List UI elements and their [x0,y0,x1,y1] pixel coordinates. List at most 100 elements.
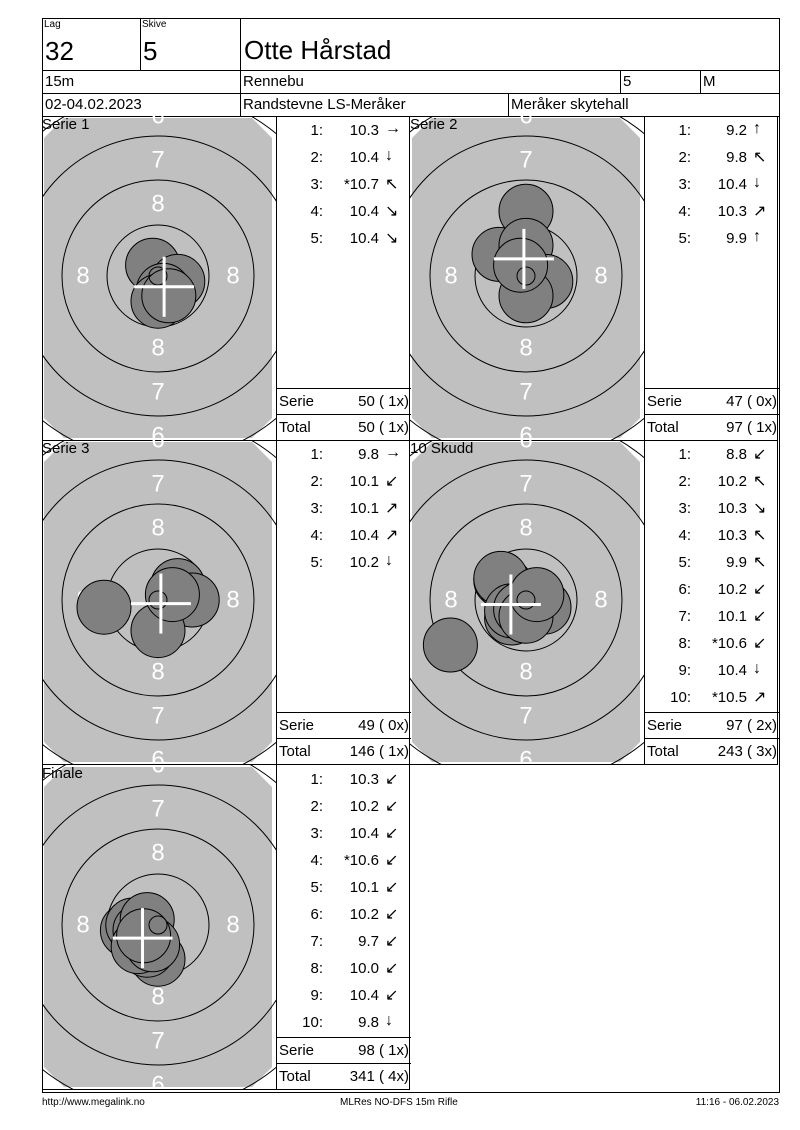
shooter-cell: Otte Hårstad [240,18,780,71]
event-cell: Randstevne LS-Meråker [240,93,509,117]
shot-row: 5: 10.4 ↘ [277,226,411,253]
down-left-arrow-icon: ↙ [753,635,767,652]
shot-row: 5: 9.9 ↑ [645,226,779,253]
shot-number: 5: [678,230,691,247]
shot-number: 8: [310,960,323,977]
down-arrow-icon: ↓ [385,1012,393,1029]
shot-score: 10.2 [717,581,747,598]
shot-score: 10.3 [349,122,379,139]
ring-label: 6 [519,423,532,441]
shot-score: 10.3 [717,527,747,544]
shot-number: 5: [310,554,323,571]
serie-label: Serie [279,393,315,410]
venue-cell: Meråker skytehall [508,93,780,117]
shot-number: 4: [310,852,323,869]
shot-row: 2: 10.1 ↙ [277,469,411,496]
target-ring [42,135,276,417]
shot-number: 3: [678,176,691,193]
ring-label: 6 [151,1072,164,1090]
total-label: Total [279,419,311,436]
shot-row: 6: 10.2 ↙ [277,902,411,929]
ring-label: 7 [151,471,164,498]
up-left-arrow-icon: ↖ [753,527,767,544]
lag-value: 32 [45,36,74,66]
shot-hole [493,237,549,293]
ring-label: 8 [151,515,164,542]
ring-label: 6 [151,747,164,765]
shot-score: 9.9 [726,230,747,247]
shot-number: 3: [678,500,691,517]
panel-title: Serie 2 [410,116,458,133]
ring-label: 8 [151,840,164,867]
inner-ten-ring [516,266,536,286]
down-right-arrow-icon: ↘ [385,203,399,220]
up-arrow-icon: ↑ [753,120,761,137]
shot-score: 10.2 [717,473,747,490]
shot-row: 10: 9.8 ↓ [277,1010,411,1037]
panel-divider [42,440,410,441]
up-arrow-icon: ↑ [753,228,761,245]
shot-number: 3: [310,176,323,193]
shot-number: 1: [310,771,323,788]
shot-row: 8: 10.0 ↙ [277,956,411,983]
down-arrow-icon: ↓ [385,552,393,569]
shot-score: 10.4 [349,149,379,166]
footer-url[interactable]: http://www.megalink.no [42,1097,145,1108]
panel-divider [410,764,778,765]
shot-number: 4: [678,203,691,220]
shot-row: 4: 10.4 ↘ [277,199,411,226]
shot-number: 10: [302,1014,323,1031]
down-left-arrow-icon: ↙ [753,581,767,598]
skive-value: 5 [143,36,158,66]
up-left-arrow-icon: ↖ [753,149,767,166]
date: 02-04.02.2023 [45,96,142,113]
panel-title: Serie 1 [42,116,90,133]
shot-number: 5: [310,879,323,896]
shot-row: 1: 9.8 → [277,442,411,469]
shot-number: 10: [670,689,691,706]
total-value: 341 ( 4x) [349,1068,409,1085]
ring-label: 8 [151,984,164,1011]
shot-score: 10.4 [717,662,747,679]
target-ring [429,179,623,373]
up-left-arrow-icon: ↖ [753,554,767,571]
down-left-arrow-icon: ↙ [385,933,399,950]
shot-hole [76,579,132,635]
shot-score: *10.5 [711,689,747,706]
shot-row: 3: 10.4 ↙ [277,821,411,848]
shot-row: 10: *10.5 ↗ [645,685,779,712]
club: Rennebu [243,73,304,90]
shot-row: 3: 10.3 ↘ [645,496,779,523]
ring-label: 8 [444,587,457,614]
panel-title: 10 Skudd [410,440,474,457]
ring-label: 6 [519,440,532,454]
ring-label: 6 [151,765,164,779]
down-left-arrow-icon: ↙ [385,987,399,1004]
total-label: Total [279,743,311,760]
target-1: 6 6 7 7 8 8 8 8 [42,116,276,440]
up-right-arrow-icon: ↗ [385,500,399,517]
shot-score: 10.1 [349,879,379,896]
ring-label: 8 [151,191,164,218]
shot-score: 10.4 [349,527,379,544]
shot-score: 10.4 [349,230,379,247]
shot-number: 3: [310,500,323,517]
down-arrow-icon: ↓ [753,174,761,191]
total-sum-row: Total 97 ( 1x) [645,414,779,440]
ring-label: 7 [151,796,164,823]
total-sum-row: Total 50 ( 1x) [277,414,411,440]
target-ring [410,135,644,417]
inner-ten-ring [148,915,168,935]
shot-row: 7: 10.1 ↙ [645,604,779,631]
shot-row: 1: 9.2 ↑ [645,118,779,145]
shot-number: 3: [310,825,323,842]
ring-label: 8 [519,335,532,362]
shot-list: 1: 9.2 ↑ 2: 9.8 ↖ 3: 10.4 ↓ 4: 10.3 ↗ 5: 9.9 ↑ Serie 47 … [644,116,779,441]
shot-number: 2: [310,149,323,166]
distance: 15m [45,73,75,90]
shot-score: 10.4 [349,825,379,842]
ring-label: 6 [519,116,532,130]
serie-label: Serie [279,717,315,734]
total-label: Total [647,743,679,760]
